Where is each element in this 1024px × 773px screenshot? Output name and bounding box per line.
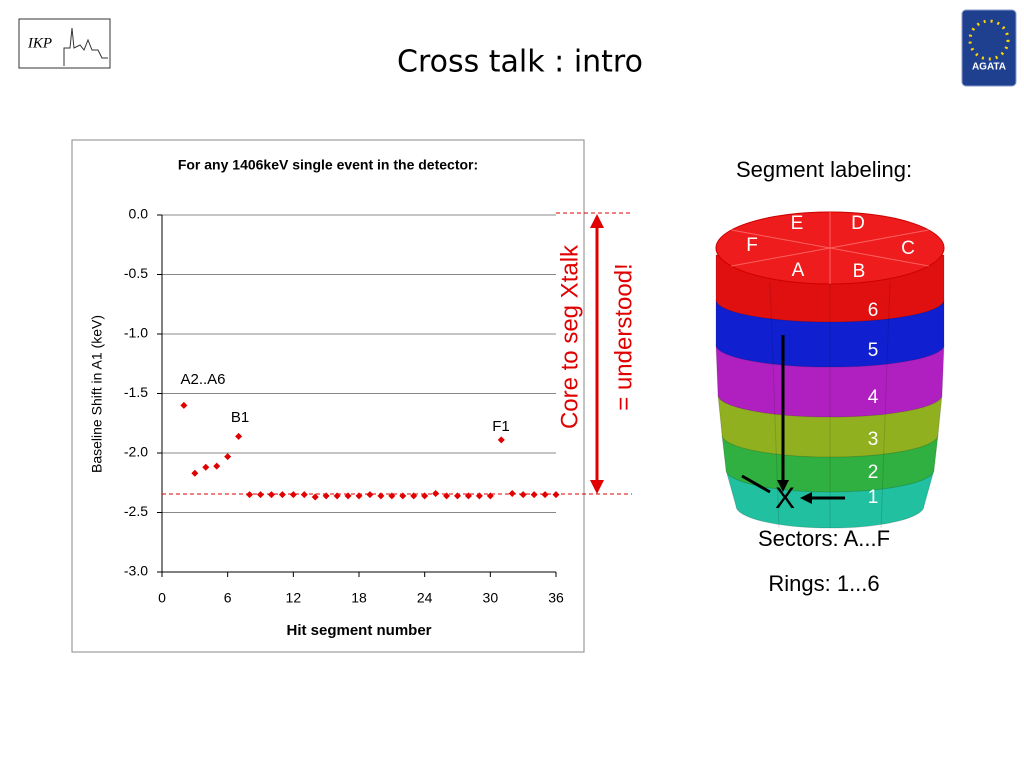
- callout-text: = understood!: [610, 263, 637, 410]
- point: [366, 491, 374, 499]
- cylinder: A B C D E F 1 2 3 4 5 6 X: [715, 211, 945, 529]
- arrow: [741, 474, 771, 494]
- point: [213, 462, 221, 470]
- y-tick-label: -1.0: [124, 325, 148, 341]
- y-tick-label: -2.5: [124, 503, 148, 519]
- logo-right: AGATA: [972, 62, 1006, 73]
- x-tick-label: 24: [417, 590, 433, 606]
- sector-line: [829, 229, 929, 249]
- point: [267, 491, 275, 499]
- sector-line: [829, 247, 929, 267]
- point: [202, 463, 210, 471]
- point: [246, 491, 254, 499]
- logo-left: IKP: [27, 35, 52, 51]
- y-tick-label: -3.0: [124, 563, 148, 579]
- point: [541, 491, 549, 499]
- annotation: F1: [492, 418, 510, 435]
- sector-edge: [769, 281, 780, 529]
- x-tick-label: 0: [158, 590, 166, 606]
- logo-box: [961, 9, 1017, 87]
- annotation: B1: [231, 409, 249, 426]
- sector-label: C: [901, 238, 915, 259]
- sector-label: A: [792, 260, 805, 281]
- point: [278, 491, 286, 499]
- caption: Rings: 1...6: [768, 571, 879, 596]
- point: [235, 432, 243, 440]
- logo-skyline: [63, 27, 108, 66]
- x-tick-label: 30: [483, 590, 499, 606]
- y-tick-label: -1.5: [124, 384, 148, 400]
- y-tick-label: -0.5: [124, 265, 148, 281]
- logo-stars: [968, 19, 1010, 61]
- point: [191, 469, 199, 477]
- sector-line: [731, 229, 831, 249]
- point: [508, 489, 516, 497]
- point: [552, 491, 560, 499]
- sector-label: F: [746, 235, 758, 256]
- arrowhead: [800, 492, 812, 504]
- point: [432, 489, 440, 497]
- x-axis-label: Hit segment number: [286, 622, 431, 639]
- ring-label: 3: [868, 429, 879, 450]
- marker: X: [775, 482, 795, 515]
- point: [300, 491, 308, 499]
- arrowhead: [777, 480, 789, 492]
- y-tick-label: 0.0: [129, 206, 149, 222]
- point: [530, 491, 538, 499]
- sector-label: D: [851, 213, 865, 234]
- caption: Sectors: A...F: [758, 526, 890, 551]
- y-axis-label: Baseline Shift in A1 (keV): [89, 315, 105, 473]
- chart-title: For any 1406keV single event in the dete…: [178, 157, 478, 173]
- sector-line: [731, 247, 831, 267]
- callout-text: Core to seg Xtalk: [556, 244, 583, 429]
- ring-label: 6: [868, 300, 879, 321]
- point: [497, 436, 505, 444]
- x-tick-label: 12: [286, 590, 302, 606]
- plot: 0.0 -0.5 -1.0 -1.5 -2.0 -2.5 -3.0 0 6 12 18 24 30 36 A…: [124, 206, 564, 606]
- slide-title: Cross talk : intro: [397, 45, 643, 80]
- diagram-heading: Segment labeling:: [736, 157, 912, 182]
- chart-frame: [71, 139, 585, 653]
- ring-label: 2: [868, 462, 879, 483]
- sector-edge: [880, 281, 891, 529]
- ring-label: 5: [868, 340, 879, 361]
- annotation: A2..A6: [180, 371, 225, 388]
- y-tick-label: -2.0: [124, 444, 148, 460]
- x-tick-label: 36: [548, 590, 564, 606]
- x-tick-label: 6: [224, 590, 232, 606]
- point: [311, 493, 319, 501]
- x-tick-label: 18: [351, 590, 367, 606]
- ring-label: 1: [868, 487, 879, 508]
- point: [289, 491, 297, 499]
- point: [519, 491, 527, 499]
- ring-label: 4: [868, 387, 879, 408]
- sector-label: B: [853, 261, 866, 282]
- point: [257, 491, 264, 499]
- point: [180, 401, 188, 409]
- point: [224, 453, 232, 461]
- sector-label: E: [791, 213, 804, 234]
